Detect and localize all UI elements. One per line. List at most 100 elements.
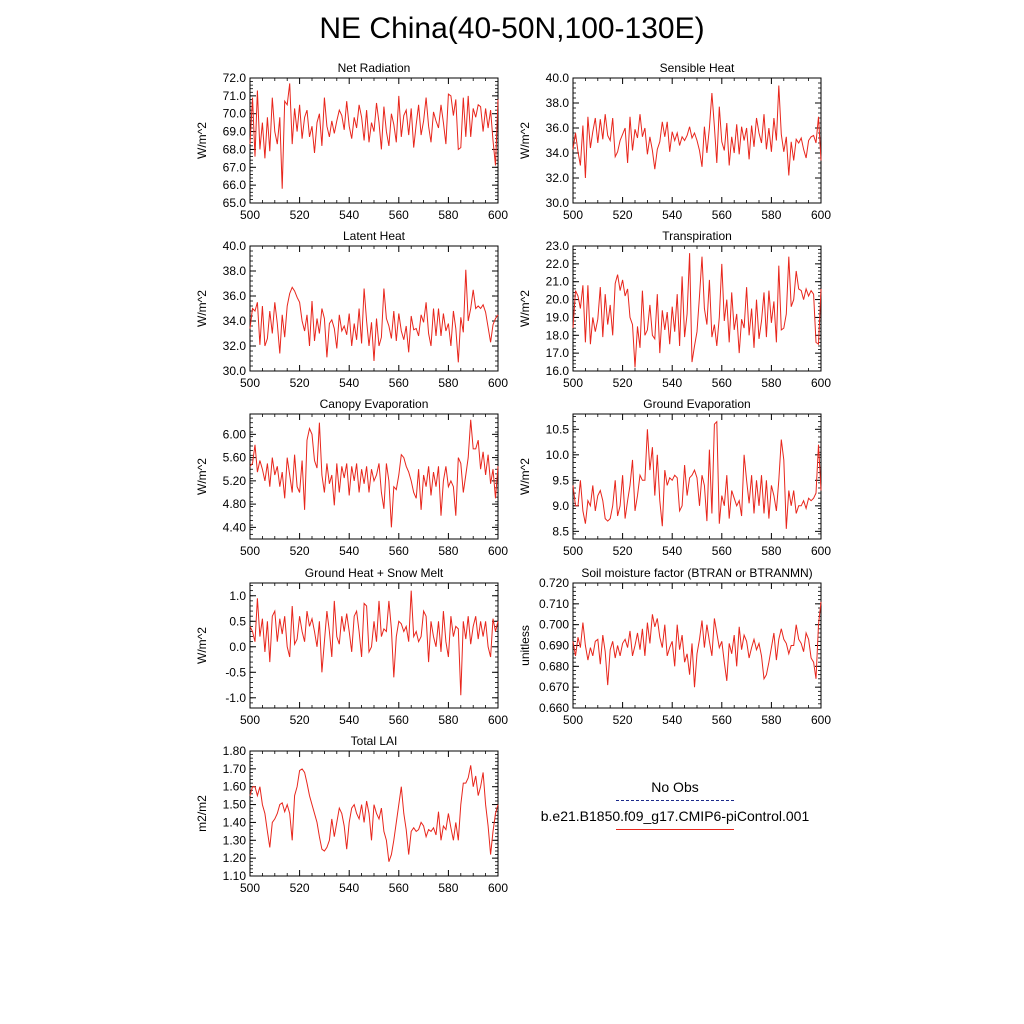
chart-panel: Soil moisture factor (BTRAN or BTRANMN) u… [518, 566, 831, 727]
chart-panel: Latent Heat W/m^2 30.0 32.0 34.0 36.0 38.0 40.0… [195, 229, 508, 390]
y-tick-label: 9.0 [552, 499, 569, 513]
x-tick-label: 580 [761, 544, 781, 558]
x-tick-label: 600 [488, 713, 508, 727]
y-tick-label: 38.0 [223, 264, 247, 278]
plot-frame [572, 582, 822, 709]
y-tick-label: 1.30 [223, 833, 247, 847]
y-axis-label: W/m^2 [518, 122, 532, 159]
x-tick-label: 520 [613, 376, 633, 390]
y-tick-label: 0.700 [539, 618, 569, 632]
x-tick-label: 540 [662, 544, 682, 558]
series-line [249, 590, 499, 696]
x-tick-label: 540 [339, 881, 359, 895]
x-tick-label: 500 [240, 544, 260, 558]
x-tick-label: 520 [290, 208, 310, 222]
y-tick-label: 65.0 [223, 196, 247, 210]
y-tick-label: 70.0 [223, 107, 247, 121]
x-tick-label: 580 [438, 208, 458, 222]
y-tick-label: 17.0 [546, 346, 570, 360]
plot-frame [249, 750, 499, 877]
x-tick-label: 540 [662, 208, 682, 222]
x-tick-label: 560 [712, 376, 732, 390]
y-tick-label: 0.670 [539, 680, 569, 694]
y-tick-label: 21.0 [546, 275, 570, 289]
y-tick-label: 36.0 [223, 289, 247, 303]
x-tick-label: 560 [712, 208, 732, 222]
y-tick-label: 32.0 [546, 171, 570, 185]
legend: No Obs b.e21.B1850.f09_g17.CMIP6-piContr… [520, 778, 830, 836]
y-axis-label: W/m^2 [195, 627, 209, 664]
x-tick-label: 560 [712, 544, 732, 558]
x-tick-label: 580 [761, 208, 781, 222]
x-tick-label: 600 [488, 376, 508, 390]
series-line [572, 253, 822, 368]
y-tick-label: -1.0 [225, 691, 246, 705]
x-tick-label: 500 [240, 208, 260, 222]
y-tick-label: 23.0 [546, 239, 570, 253]
y-tick-label: 36.0 [546, 121, 570, 135]
y-tick-label: 5.20 [223, 474, 247, 488]
x-tick-label: 560 [712, 713, 732, 727]
y-tick-label: 1.70 [223, 762, 247, 776]
y-axis-label: W/m^2 [195, 458, 209, 495]
y-tick-label: 0.660 [539, 701, 569, 715]
y-tick-label: -0.5 [225, 665, 246, 679]
y-tick-label: 6.00 [223, 427, 247, 441]
y-axis-label: W/m^2 [195, 122, 209, 159]
y-tick-label: 10.0 [546, 448, 570, 462]
x-tick-label: 500 [563, 376, 583, 390]
series-line [249, 269, 499, 363]
chart-panel: Total LAI m2/m2 1.10 1.20 1.30 1.40 1.50 1.60 1.… [195, 734, 508, 895]
y-tick-label: 4.80 [223, 497, 247, 511]
x-tick-label: 580 [438, 544, 458, 558]
x-tick-label: 560 [389, 544, 409, 558]
x-tick-label: 540 [339, 544, 359, 558]
series-line [249, 83, 499, 189]
y-tick-label: 38.0 [546, 96, 570, 110]
legend-obs-line [616, 800, 734, 801]
y-tick-label: 66.0 [223, 178, 247, 192]
x-tick-label: 600 [811, 544, 831, 558]
y-tick-label: 67.0 [223, 160, 247, 174]
y-axis-label: W/m^2 [518, 458, 532, 495]
y-tick-label: 20.0 [546, 293, 570, 307]
x-tick-label: 500 [563, 713, 583, 727]
legend-model-line [616, 829, 734, 830]
y-axis-label: W/m^2 [195, 290, 209, 327]
series-line [249, 419, 499, 528]
series-line [572, 601, 822, 688]
y-tick-label: 18.0 [546, 328, 570, 342]
panel-title: Canopy Evaporation [320, 397, 429, 411]
y-tick-label: 1.20 [223, 851, 247, 865]
series-line [249, 765, 499, 862]
x-tick-label: 520 [613, 544, 633, 558]
panel-title: Latent Heat [343, 229, 406, 243]
y-tick-label: 30.0 [546, 196, 570, 210]
y-tick-label: 22.0 [546, 257, 570, 271]
y-tick-label: 1.0 [229, 589, 246, 603]
y-tick-label: 40.0 [546, 71, 570, 85]
chart-panel: Net Radiation W/m^2 65.0 66.0 67.0 68.0 69.0 70… [195, 61, 508, 222]
y-tick-label: 69.0 [223, 125, 247, 139]
y-tick-label: 40.0 [223, 239, 247, 253]
y-tick-label: 1.40 [223, 815, 247, 829]
x-tick-label: 500 [563, 208, 583, 222]
x-tick-label: 520 [290, 713, 310, 727]
y-tick-label: 32.0 [223, 339, 247, 353]
series-line [572, 420, 822, 529]
y-tick-label: 1.50 [223, 798, 247, 812]
y-axis-label: m2/m2 [195, 795, 209, 832]
x-tick-label: 560 [389, 713, 409, 727]
x-tick-label: 580 [438, 376, 458, 390]
y-tick-label: 8.5 [552, 524, 569, 538]
x-tick-label: 540 [662, 376, 682, 390]
y-tick-label: 19.0 [546, 310, 570, 324]
x-tick-label: 580 [761, 376, 781, 390]
panel-title: Transpiration [662, 229, 732, 243]
x-tick-label: 540 [339, 376, 359, 390]
y-tick-label: 9.5 [552, 473, 569, 487]
y-tick-label: 0.720 [539, 576, 569, 590]
x-tick-label: 520 [613, 713, 633, 727]
x-tick-label: 520 [290, 376, 310, 390]
